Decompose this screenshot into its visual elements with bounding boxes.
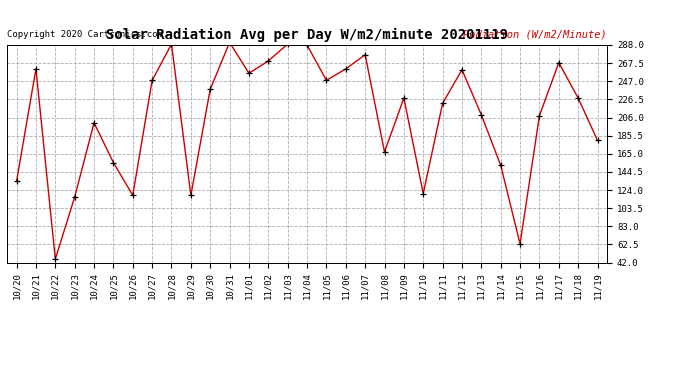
Title: Solar Radiation Avg per Day W/m2/minute 20201119: Solar Radiation Avg per Day W/m2/minute …: [106, 28, 508, 42]
Text: Radiation (W/m2/Minute): Radiation (W/m2/Minute): [464, 30, 607, 40]
Text: Copyright 2020 Cartronics.com: Copyright 2020 Cartronics.com: [7, 30, 163, 39]
